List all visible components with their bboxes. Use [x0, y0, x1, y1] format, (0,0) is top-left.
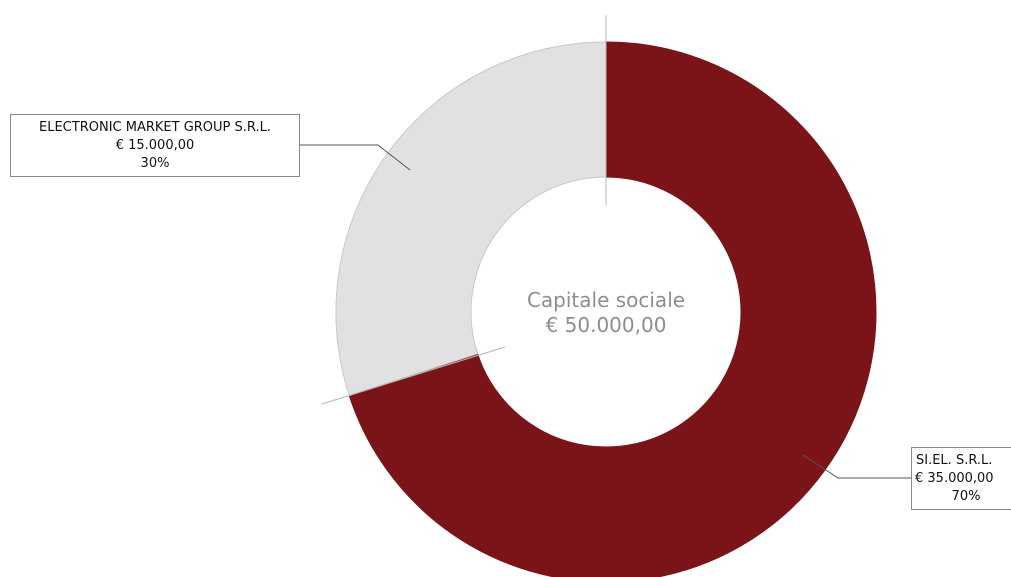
donut-slices: [335, 41, 877, 577]
callout-si-el: SI.EL. S.R.L. € 35.000,00 70%: [911, 447, 1011, 510]
slice-amount-label: € 15.000,00: [116, 138, 195, 153]
leader-line-electronic-market-group: [300, 144, 411, 171]
divider-guide-line: [321, 346, 506, 405]
slice-name-label: SI.EL. S.R.L.: [916, 453, 992, 468]
callout-box: [10, 114, 300, 177]
callout-box: [911, 447, 1011, 510]
center-label-total: € 50.000,00: [546, 313, 667, 337]
pie-slice-electronic-market-group: [335, 41, 607, 397]
center-label-title: Capitale sociale: [527, 288, 685, 312]
callout-electronic-market-group: ELECTRONIC MARKET GROUP S.R.L. € 15.000,…: [10, 114, 300, 177]
slice-percent-label: 70%: [952, 489, 981, 504]
pie-slice-si-el: [348, 41, 877, 577]
slice-name-label: ELECTRONIC MARKET GROUP S.R.L.: [39, 120, 271, 135]
center-label: Capitale sociale € 50.000,00: [527, 288, 685, 337]
slice-amount-label: € 35.000,00: [915, 471, 994, 486]
leader-line-si-el: [802, 454, 911, 479]
slice-percent-label: 30%: [141, 156, 170, 171]
